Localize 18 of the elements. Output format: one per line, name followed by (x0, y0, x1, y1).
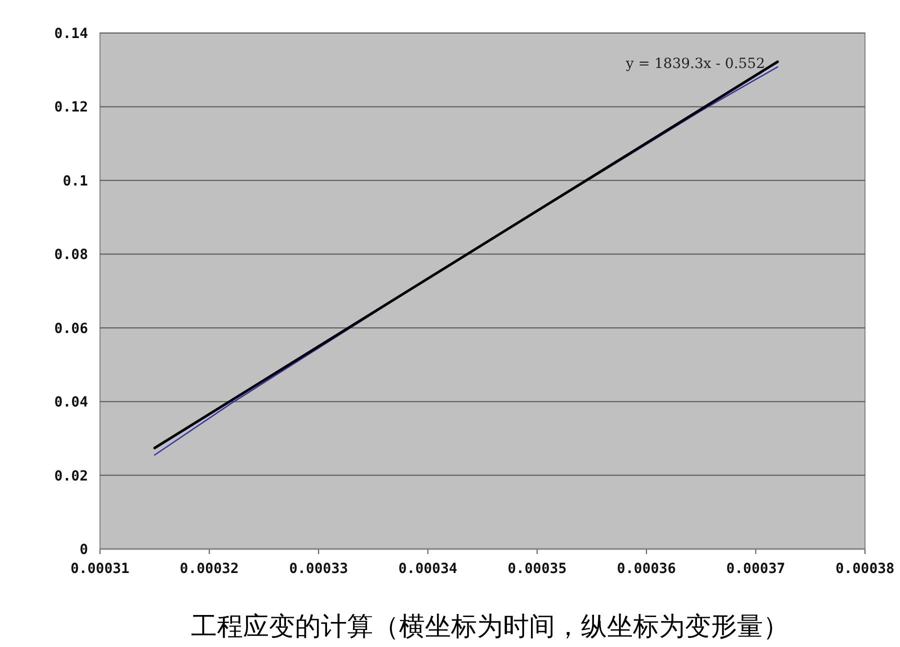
x-tick-label: 0.00038 (835, 561, 895, 577)
x-tick-label: 0.00033 (289, 561, 348, 577)
x-tick-label: 0.00032 (180, 561, 239, 577)
y-tick-label: 0.06 (54, 320, 88, 337)
x-tick-label: 0.00034 (398, 561, 458, 577)
text: 工程应变的计算（横坐标为时间，纵坐标为变形量） (191, 612, 789, 642)
y-tick-label: 0.08 (54, 247, 88, 264)
x-tick-label: 0.00036 (616, 561, 676, 577)
y-tick-label: 0.12 (54, 100, 88, 116)
y-tick-label: 0.02 (54, 468, 88, 484)
y-tick-label: 0.1 (62, 173, 88, 190)
annotation: y = 1839.3x - 0.552 (624, 56, 765, 72)
y-tick-label: 0 (80, 542, 88, 558)
x-tick-label: 0.00037 (726, 561, 786, 577)
x-tick-label: 0.00031 (70, 561, 130, 577)
y-tick-label: 0.14 (54, 26, 88, 42)
x-tick-label: 0.00035 (508, 561, 567, 577)
y-tick-label: 0.04 (54, 394, 88, 411)
